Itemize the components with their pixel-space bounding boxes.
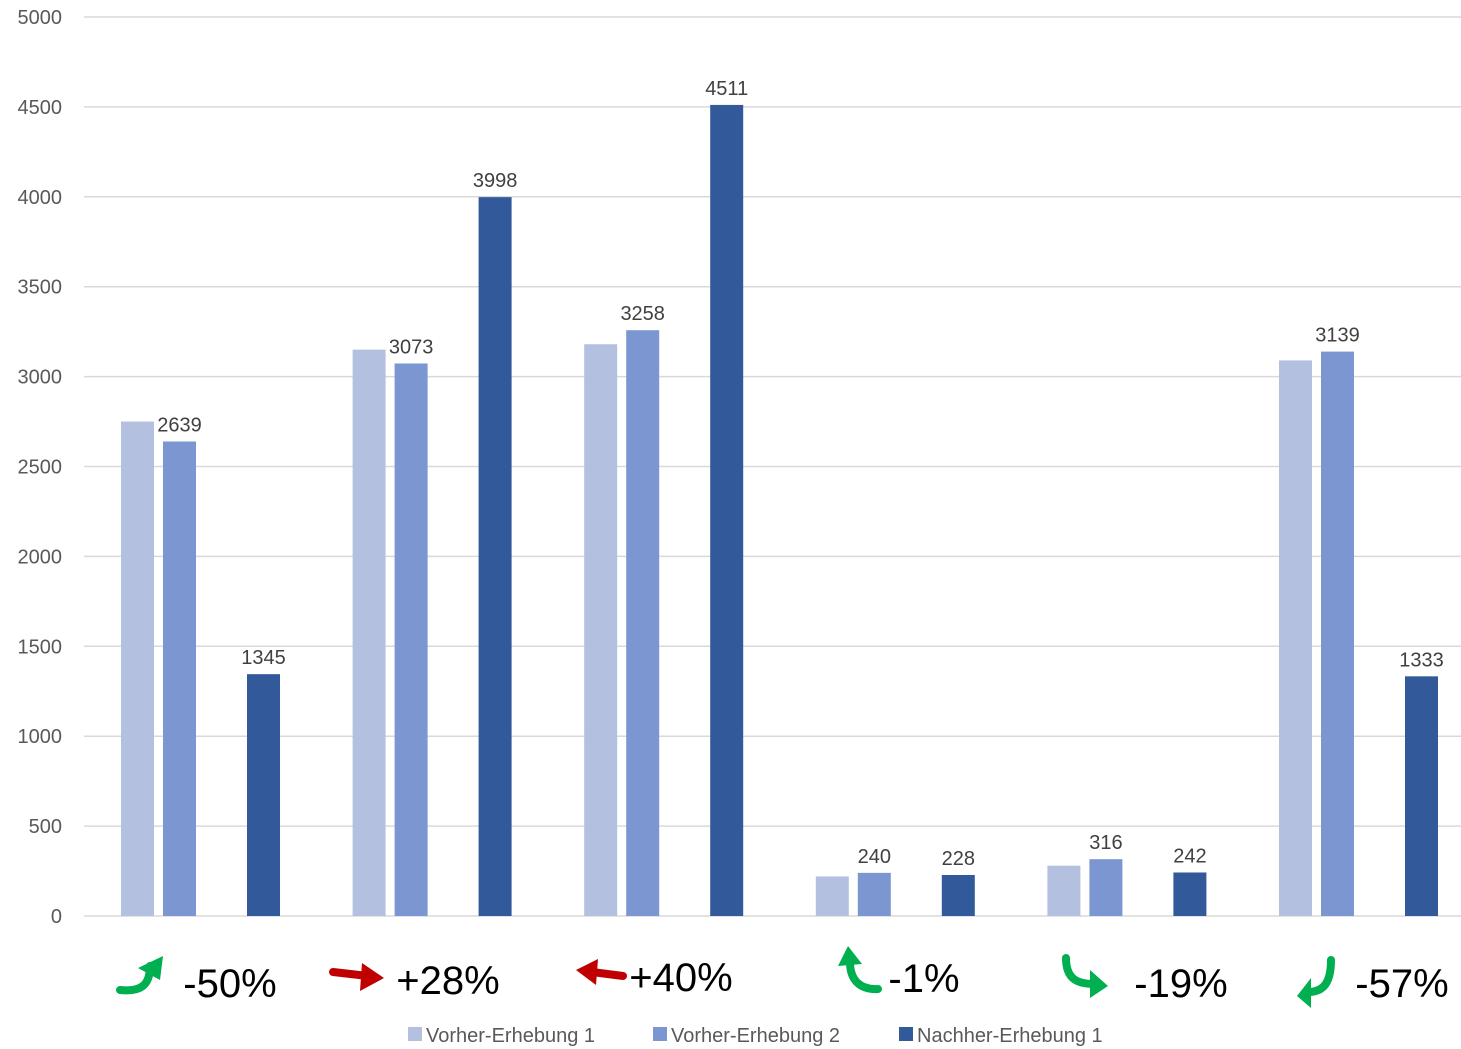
curved-arrow-up-left-icon (838, 946, 882, 994)
bar-series-2 (626, 330, 660, 916)
y-tick-label: 4000 (18, 187, 63, 209)
data-label: 3258 (620, 303, 665, 325)
change-annotations: -50% +28% +40% -1% -19% -57% (116, 946, 1449, 1008)
bar-series-3 (1173, 872, 1207, 916)
legend-label: Nachher-Erhebung 1 (917, 1025, 1103, 1047)
y-tick-label: 5000 (18, 7, 63, 29)
legend-swatch (408, 1027, 422, 1041)
data-label: 2639 (157, 415, 202, 437)
y-tick-label: 0 (51, 906, 62, 928)
change-percentage: -19% (1134, 962, 1227, 1006)
bar-series-1 (584, 344, 618, 917)
data-label: 3073 (389, 336, 434, 358)
data-label: 228 (942, 848, 975, 870)
data-label: 4511 (705, 78, 748, 100)
data-label: 3998 (473, 170, 518, 192)
grid-lines (84, 16, 1461, 917)
bar-series-1 (121, 421, 154, 916)
bar-series-1 (1279, 360, 1312, 917)
arrow-right-icon (329, 963, 384, 991)
change-percentage: -50% (183, 962, 276, 1006)
bar-series-3 (247, 674, 280, 916)
curved-arrow-down-right-icon (1062, 954, 1108, 998)
bar-series-1 (352, 349, 386, 916)
data-label: 242 (1173, 845, 1206, 867)
legend-swatch (899, 1027, 913, 1041)
data-label: 1333 (1399, 649, 1444, 671)
y-tick-label: 3500 (18, 277, 63, 299)
change-percentage: -57% (1355, 962, 1448, 1006)
legend-swatch (653, 1027, 667, 1041)
curved-arrow-up-right-icon (116, 956, 163, 995)
legend-label: Vorher-Erhebung 1 (426, 1025, 595, 1047)
y-tick-label: 1500 (18, 636, 63, 658)
y-tick-label: 2000 (18, 546, 63, 568)
y-tick-label: 2500 (18, 457, 63, 479)
legend: Vorher-Erhebung 1 Vorher-Erhebung 2 Nachhe… (408, 1025, 1103, 1047)
data-label: 3139 (1315, 325, 1360, 347)
y-tick-label: 500 (29, 816, 62, 838)
change-percentage: -1% (888, 957, 959, 1001)
arrow-left-icon (576, 959, 627, 985)
bar-series-3 (1405, 676, 1438, 916)
curved-arrow-down-left-icon (1297, 956, 1335, 1008)
bar-series-1 (1047, 865, 1081, 916)
bar-series-2 (1089, 859, 1123, 916)
data-label: 316 (1089, 832, 1122, 854)
bar-series-2 (1321, 351, 1354, 916)
bar-series-2 (163, 441, 196, 916)
data-label: 1345 (241, 647, 286, 669)
bars (121, 104, 1438, 917)
bar-series-3 (941, 875, 975, 916)
change-percentage: +40% (629, 956, 732, 1000)
bar-series-2 (394, 363, 428, 916)
y-axis-ticks: 0 500 1000 1500 2000 2500 3000 3500 4000 4500 5000 (18, 7, 63, 928)
y-tick-label: 1000 (18, 726, 63, 748)
legend-label: Vorher-Erhebung 2 (671, 1025, 840, 1047)
bar-series-1 (815, 876, 849, 916)
bar-series-2 (857, 872, 891, 916)
change-percentage: +28% (396, 959, 499, 1003)
y-tick-label: 3000 (18, 367, 63, 389)
data-labels: 2639 3073 3258 240 316 3139 1345 3998 4511 228 242… (157, 78, 1444, 870)
y-tick-label: 4500 (18, 97, 63, 119)
bar-series-3 (710, 104, 744, 917)
bar-series-3 (478, 197, 512, 916)
data-label: 240 (858, 846, 891, 868)
